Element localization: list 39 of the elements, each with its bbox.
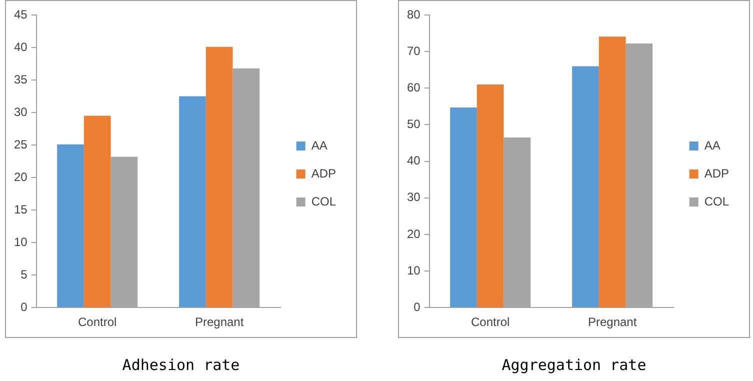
- y-tick-label: 30: [406, 190, 421, 204]
- bar: [206, 46, 233, 308]
- x-tick-label: Control: [78, 315, 117, 330]
- bar: [598, 36, 626, 308]
- y-tick-label: 35: [14, 72, 28, 86]
- y-tick-label: 60: [406, 80, 421, 94]
- y-tick-label: 50: [406, 117, 421, 132]
- y-tick-label: 45: [14, 7, 28, 22]
- bar: [179, 96, 206, 308]
- y-tick-label: 20: [14, 170, 28, 184]
- y-tick-label: 40: [14, 40, 28, 54]
- x-tick-label: Pregnant: [194, 315, 244, 330]
- bar: [57, 144, 84, 308]
- text: Aggregation rate: [500, 356, 648, 374]
- bar: [476, 84, 504, 308]
- legend-label: COL: [704, 194, 730, 208]
- legend-label: AA: [311, 138, 328, 152]
- y-tick-label: 10: [14, 234, 28, 249]
- x-tick-label: Control: [471, 315, 510, 330]
- y-tick-label: 0: [20, 300, 28, 314]
- bar: [572, 66, 599, 308]
- bar: [450, 108, 477, 308]
- text: Adhesion rate: [121, 356, 241, 374]
- legend-label: ADP: [311, 166, 336, 180]
- y-tick-label: 40: [406, 154, 421, 168]
- y-tick-label: 30: [14, 104, 28, 119]
- y-tick-label: 10: [406, 263, 421, 278]
- bar: [84, 116, 111, 308]
- legend-label: AA: [704, 138, 720, 152]
- y-tick-label: 20: [406, 226, 421, 241]
- x-tick-label: Pregnant: [588, 315, 638, 330]
- y-tick-label: 70: [406, 44, 421, 58]
- y-tick-label: 80: [406, 7, 421, 22]
- y-tick-label: 0: [414, 300, 421, 314]
- legend-label: COL: [311, 194, 336, 208]
- y-tick-label: 25: [14, 137, 28, 152]
- legend-label: ADP: [704, 166, 730, 180]
- y-tick-label: 5: [20, 267, 28, 282]
- y-tick-label: 15: [14, 202, 28, 216]
